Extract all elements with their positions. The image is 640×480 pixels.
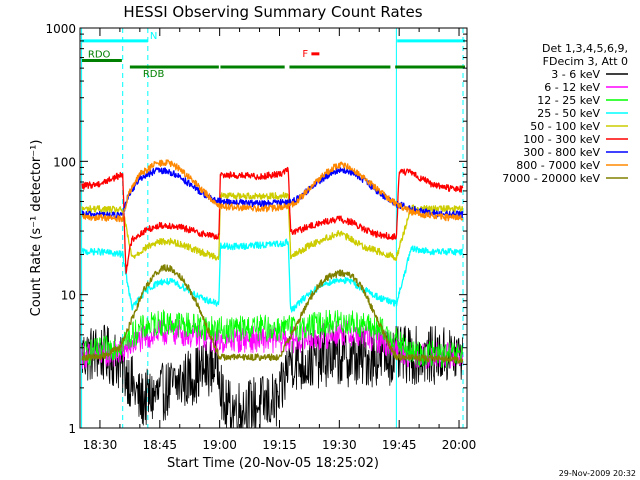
x-tick-label: 18:30 — [83, 438, 118, 452]
x-tick-label: 19:30 — [322, 438, 357, 452]
x-tick-label: 20:00 — [442, 438, 477, 452]
series-line-800-7000-kev — [81, 159, 464, 223]
plot-area: N RDO RDB F — [81, 28, 466, 429]
series-line-12-25-kev — [81, 309, 464, 369]
status-label-n: N — [150, 31, 157, 42]
x-tick-label: 19:15 — [262, 438, 297, 452]
legend-label-3: 25 - 50 keV — [537, 107, 600, 120]
y-axis: 1 10 100 1000 — [45, 22, 467, 436]
series-line-25-50-kev — [81, 238, 464, 313]
y-tick-label: 1000 — [45, 22, 76, 36]
series-line-50-100-kev — [81, 191, 464, 261]
legend-label-4: 50 - 100 keV — [530, 120, 600, 133]
series-line-7000-20000-kev — [81, 264, 464, 364]
x-tick-label: 19:45 — [382, 438, 417, 452]
y-tick-label: 10 — [61, 289, 76, 303]
status-label-f: F — [302, 49, 308, 60]
y-tick-label: 100 — [53, 155, 76, 169]
x-axis-label: Start Time (20-Nov-05 18:25:02) — [167, 456, 379, 471]
legend-label-8: 7000 - 20000 keV — [502, 172, 600, 185]
y-axis-label: Count Rate (s⁻¹ detector⁻¹) — [29, 140, 44, 317]
legend-label-0: 3 - 6 keV — [551, 68, 600, 81]
legend-label-6: 300 - 800 keV — [523, 146, 600, 159]
series-line-100-300-kev — [81, 166, 464, 274]
x-tick-label: 19:00 — [202, 438, 237, 452]
status-label-rdb: RDB — [143, 69, 165, 80]
status-label-rdo: RDO — [88, 50, 111, 61]
legend-label-7: 800 - 7000 keV — [516, 159, 600, 172]
legend-label-2: 12 - 25 keV — [537, 94, 600, 107]
footer-timestamp: 29-Nov-2009 20:32 — [559, 469, 636, 478]
chart-title: HESSI Observing Summary Count Rates — [123, 3, 422, 21]
x-axis: 18:30 18:45 19:00 19:15 19:30 19:45 20:00 — [83, 28, 477, 452]
legend-label-1: 6 - 12 keV — [544, 81, 600, 94]
legend-label-5: 100 - 300 keV — [523, 133, 600, 146]
legend: Det 1,3,4,5,6,9, FDecim 3, Att 0 3 - 6 k… — [502, 42, 628, 185]
plot-frame — [79, 27, 468, 429]
legend-header-line-2: FDecim 3, Att 0 — [543, 55, 628, 68]
x-tick-label: 18:45 — [142, 438, 177, 452]
legend-header-line-1: Det 1,3,4,5,6,9, — [542, 42, 628, 55]
y-tick-label: 1 — [68, 422, 76, 436]
